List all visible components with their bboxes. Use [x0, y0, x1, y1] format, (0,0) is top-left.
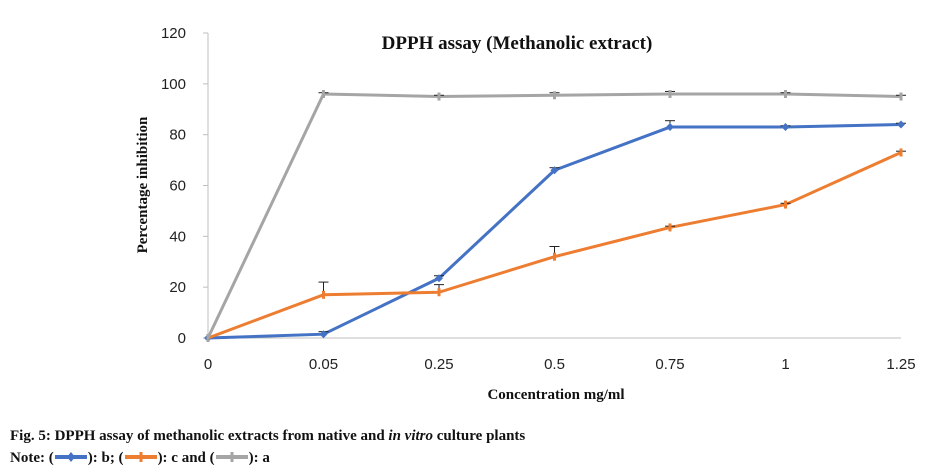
series-line: [206, 92, 902, 339]
data-point: [781, 123, 790, 132]
x-tick-label: 0.5: [544, 356, 565, 373]
line-chart: DPPH assay (Methanolic extract) 0 20 40 60 8…: [135, 25, 916, 403]
caption-text-end: culture plants: [433, 428, 526, 444]
chart-plot-area: [204, 90, 906, 342]
x-tick-label: 1: [781, 356, 789, 373]
data-point: [550, 166, 559, 175]
y-tick-label: 120: [161, 25, 186, 42]
legend-swatch-a: [215, 450, 249, 464]
legend-note: Note: ( ): b; ( ): c and ( ): a: [10, 450, 270, 467]
y-tick-label: 100: [161, 76, 186, 93]
chart-axes: 0 20 40 60 80 100 120 0 0.05 0.25 0.5 0.75 1 1.25: [161, 25, 916, 373]
legend-swatch-b: [54, 450, 88, 464]
data-point: [897, 120, 905, 129]
series-line: [207, 123, 902, 340]
note-b: ): b; (: [87, 450, 124, 466]
figure-caption: Fig. 5: DPPH assay of methanolic extract…: [10, 428, 525, 445]
series-line: [207, 151, 902, 340]
caption-text: Fig. 5: DPPH assay of methanolic extract…: [10, 428, 389, 444]
x-tick-label: 0.75: [655, 356, 684, 373]
data-point: [319, 330, 328, 339]
note-prefix: Note: (: [10, 450, 54, 466]
y-axis-label: Percentage inhibition: [135, 116, 151, 253]
y-tick-label: 0: [178, 330, 186, 347]
note-a: ): a: [248, 450, 270, 466]
x-tick-label: 0.05: [309, 356, 338, 373]
y-tick-label: 60: [169, 178, 186, 195]
data-point: [435, 274, 443, 283]
note-c: ): c and (: [157, 450, 215, 466]
data-point: [666, 123, 674, 132]
y-tick-label: 80: [169, 127, 186, 144]
chart-title: DPPH assay (Methanolic extract): [382, 33, 653, 54]
x-axis-label: Concentration mg/ml: [487, 387, 624, 403]
y-tick-label: 40: [169, 228, 186, 245]
x-tick-label: 1.25: [886, 356, 915, 373]
legend-swatch-c: [124, 450, 158, 464]
y-tick-label: 20: [169, 279, 186, 296]
x-tick-label: 0.25: [424, 356, 453, 373]
x-tick-label: 0: [204, 356, 212, 373]
caption-italic-text: in vitro: [388, 428, 434, 444]
